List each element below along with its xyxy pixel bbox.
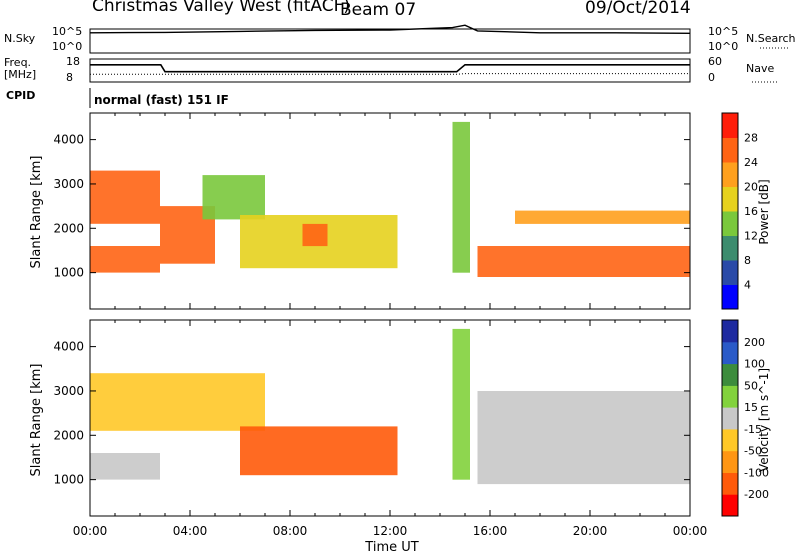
power-ylabel: Slant Range [km] <box>29 156 44 269</box>
y-tick-label-4000: 4000 <box>53 133 84 147</box>
freq-panel-frame <box>89 58 691 83</box>
power-colorbar-tick-20: 20 <box>744 181 758 194</box>
colorbar-swatch-4 <box>722 407 738 430</box>
velocity-colorbar-tick-4: -15 <box>744 423 762 436</box>
nsearch-tick-bottom: 10^0 <box>708 40 738 53</box>
colorbar-swatch-5 <box>722 162 738 187</box>
power-colorbar-label: Power [dB] <box>757 179 771 244</box>
colorbar-swatch-6 <box>722 137 738 163</box>
power-colorbar-tick-28: 28 <box>744 132 758 145</box>
cpid-value: normal (fast) 151 IF <box>94 93 229 107</box>
nsky-tick-top: 10^5 <box>52 25 82 38</box>
nave-series-line <box>90 73 690 75</box>
colorbar-swatch-3 <box>722 211 738 236</box>
velocity-colorbar-tick-3: 15 <box>744 401 758 414</box>
velocity-colorbar-tick-1: 100 <box>744 358 765 371</box>
colorbar-swatch-6 <box>722 363 738 386</box>
velocity-colorbar-tick-5: -50 <box>744 445 762 458</box>
data-region-2 <box>240 426 398 476</box>
y-tick-label-3000: 3000 <box>53 384 84 398</box>
nsearch-tick-top: 10^5 <box>708 25 738 38</box>
y-tick-label-2000: 2000 <box>53 221 84 235</box>
colorbar-swatch-5 <box>722 385 738 408</box>
data-region-7 <box>477 246 690 277</box>
velocity-colorbar-tick-6: -100 <box>744 466 769 479</box>
colorbar-frame <box>721 319 739 517</box>
y-tick-label-1000: 1000 <box>53 266 84 280</box>
nsky-series-line <box>89 24 691 34</box>
x-tick-label-0: 00:00 <box>73 524 108 538</box>
y-tick-label-3000: 3000 <box>53 177 84 191</box>
colorbar-swatch-1 <box>722 472 738 495</box>
data-region-6 <box>452 121 470 273</box>
colorbar-swatch-2 <box>722 450 738 473</box>
x-tick-label-3: 12:00 <box>373 524 408 538</box>
date-label: 09/Oct/2014 <box>585 0 691 18</box>
power-axes: 1000 2000 3000 4000 <box>53 113 691 309</box>
velocity-ylabel: Slant Range [km] <box>29 364 44 477</box>
power-colorbar-tick-16: 16 <box>744 205 758 218</box>
x-tick-label-4: 16:00 <box>473 524 508 538</box>
data-region-0 <box>90 453 160 480</box>
freq-unit-label: [MHz] <box>4 68 36 81</box>
nsky-tick-bottom: 10^0 <box>52 40 82 53</box>
x-tick-label-5: 20:00 <box>573 524 608 538</box>
colorbar-swatch-7 <box>722 113 738 138</box>
nsky-panel-frame <box>89 28 691 54</box>
x-tick-label-2: 08:00 <box>273 524 308 538</box>
data-region-0 <box>90 246 160 273</box>
data-region-5 <box>302 223 328 247</box>
x-axis-title: Time UT <box>364 540 418 554</box>
freq-label: Freq. <box>4 56 31 69</box>
y-tick-label-4000: 4000 <box>53 340 84 354</box>
colorbar-swatch-7 <box>722 341 738 365</box>
nave-tick-bottom: 0 <box>708 71 715 84</box>
x-tick-label-1: 04:00 <box>173 524 208 538</box>
data-region-1 <box>90 170 160 224</box>
freq-tick-top: 18 <box>66 55 80 68</box>
colorbar-swatch-1 <box>722 260 738 285</box>
colorbar-swatch-0 <box>722 284 738 310</box>
nsearch-label: N.Search <box>746 32 796 45</box>
power-colorbar-tick-12: 12 <box>744 230 758 243</box>
beam-label: Beam 07 <box>340 0 417 20</box>
colorbar-swatch-8 <box>722 320 738 343</box>
cpid-label: CPID <box>6 89 35 102</box>
data-region-4 <box>477 391 690 485</box>
velocity-data-layer <box>90 328 690 485</box>
velocity-axes: 1000 2000 3000 4000 00:00 04:00 08:00 12:00 16:0… <box>53 320 707 538</box>
y-tick-label-1000: 1000 <box>53 473 84 487</box>
colorbar-swatch-0 <box>722 494 738 517</box>
power-colorbar-tick-24: 24 <box>744 156 758 169</box>
freq-tick-bottom: 8 <box>66 71 73 84</box>
nsky-label: N.Sky <box>4 32 36 45</box>
data-region-8 <box>515 210 690 224</box>
data-region-3 <box>202 175 265 220</box>
nave-tick-top: 60 <box>708 55 722 68</box>
y-tick-label-2000: 2000 <box>53 428 84 442</box>
velocity-colorbar-tick-2: 50 <box>744 379 758 392</box>
x-tick-label-6: 00:00 <box>673 524 708 538</box>
velocity-colorbar-tick-0: 200 <box>744 336 765 349</box>
power-colorbar-tick-4: 4 <box>744 279 751 292</box>
data-region-1 <box>90 373 265 431</box>
velocity-colorbar-label: Velocity [m s^-1] <box>757 368 771 472</box>
colorbar-swatch-2 <box>722 235 738 261</box>
data-region-3 <box>452 328 470 480</box>
station-title: Christmas Valley West (fitACF) <box>92 0 351 16</box>
power-colorbar-tick-8: 8 <box>744 254 751 267</box>
colorbar-swatch-4 <box>722 186 738 212</box>
power-colorbar: 4 8 12 16 20 24 28 <box>721 112 758 310</box>
velocity-colorbar: 200 100 50 15 -15 -50 -100 -200 <box>721 319 769 517</box>
colorbar-frame <box>721 112 739 310</box>
power-data-layer <box>90 121 690 277</box>
colorbar-swatch-3 <box>722 428 738 452</box>
freq-series-line <box>90 64 690 73</box>
velocity-colorbar-tick-7: -200 <box>744 488 769 501</box>
nave-label: Nave <box>746 62 774 75</box>
